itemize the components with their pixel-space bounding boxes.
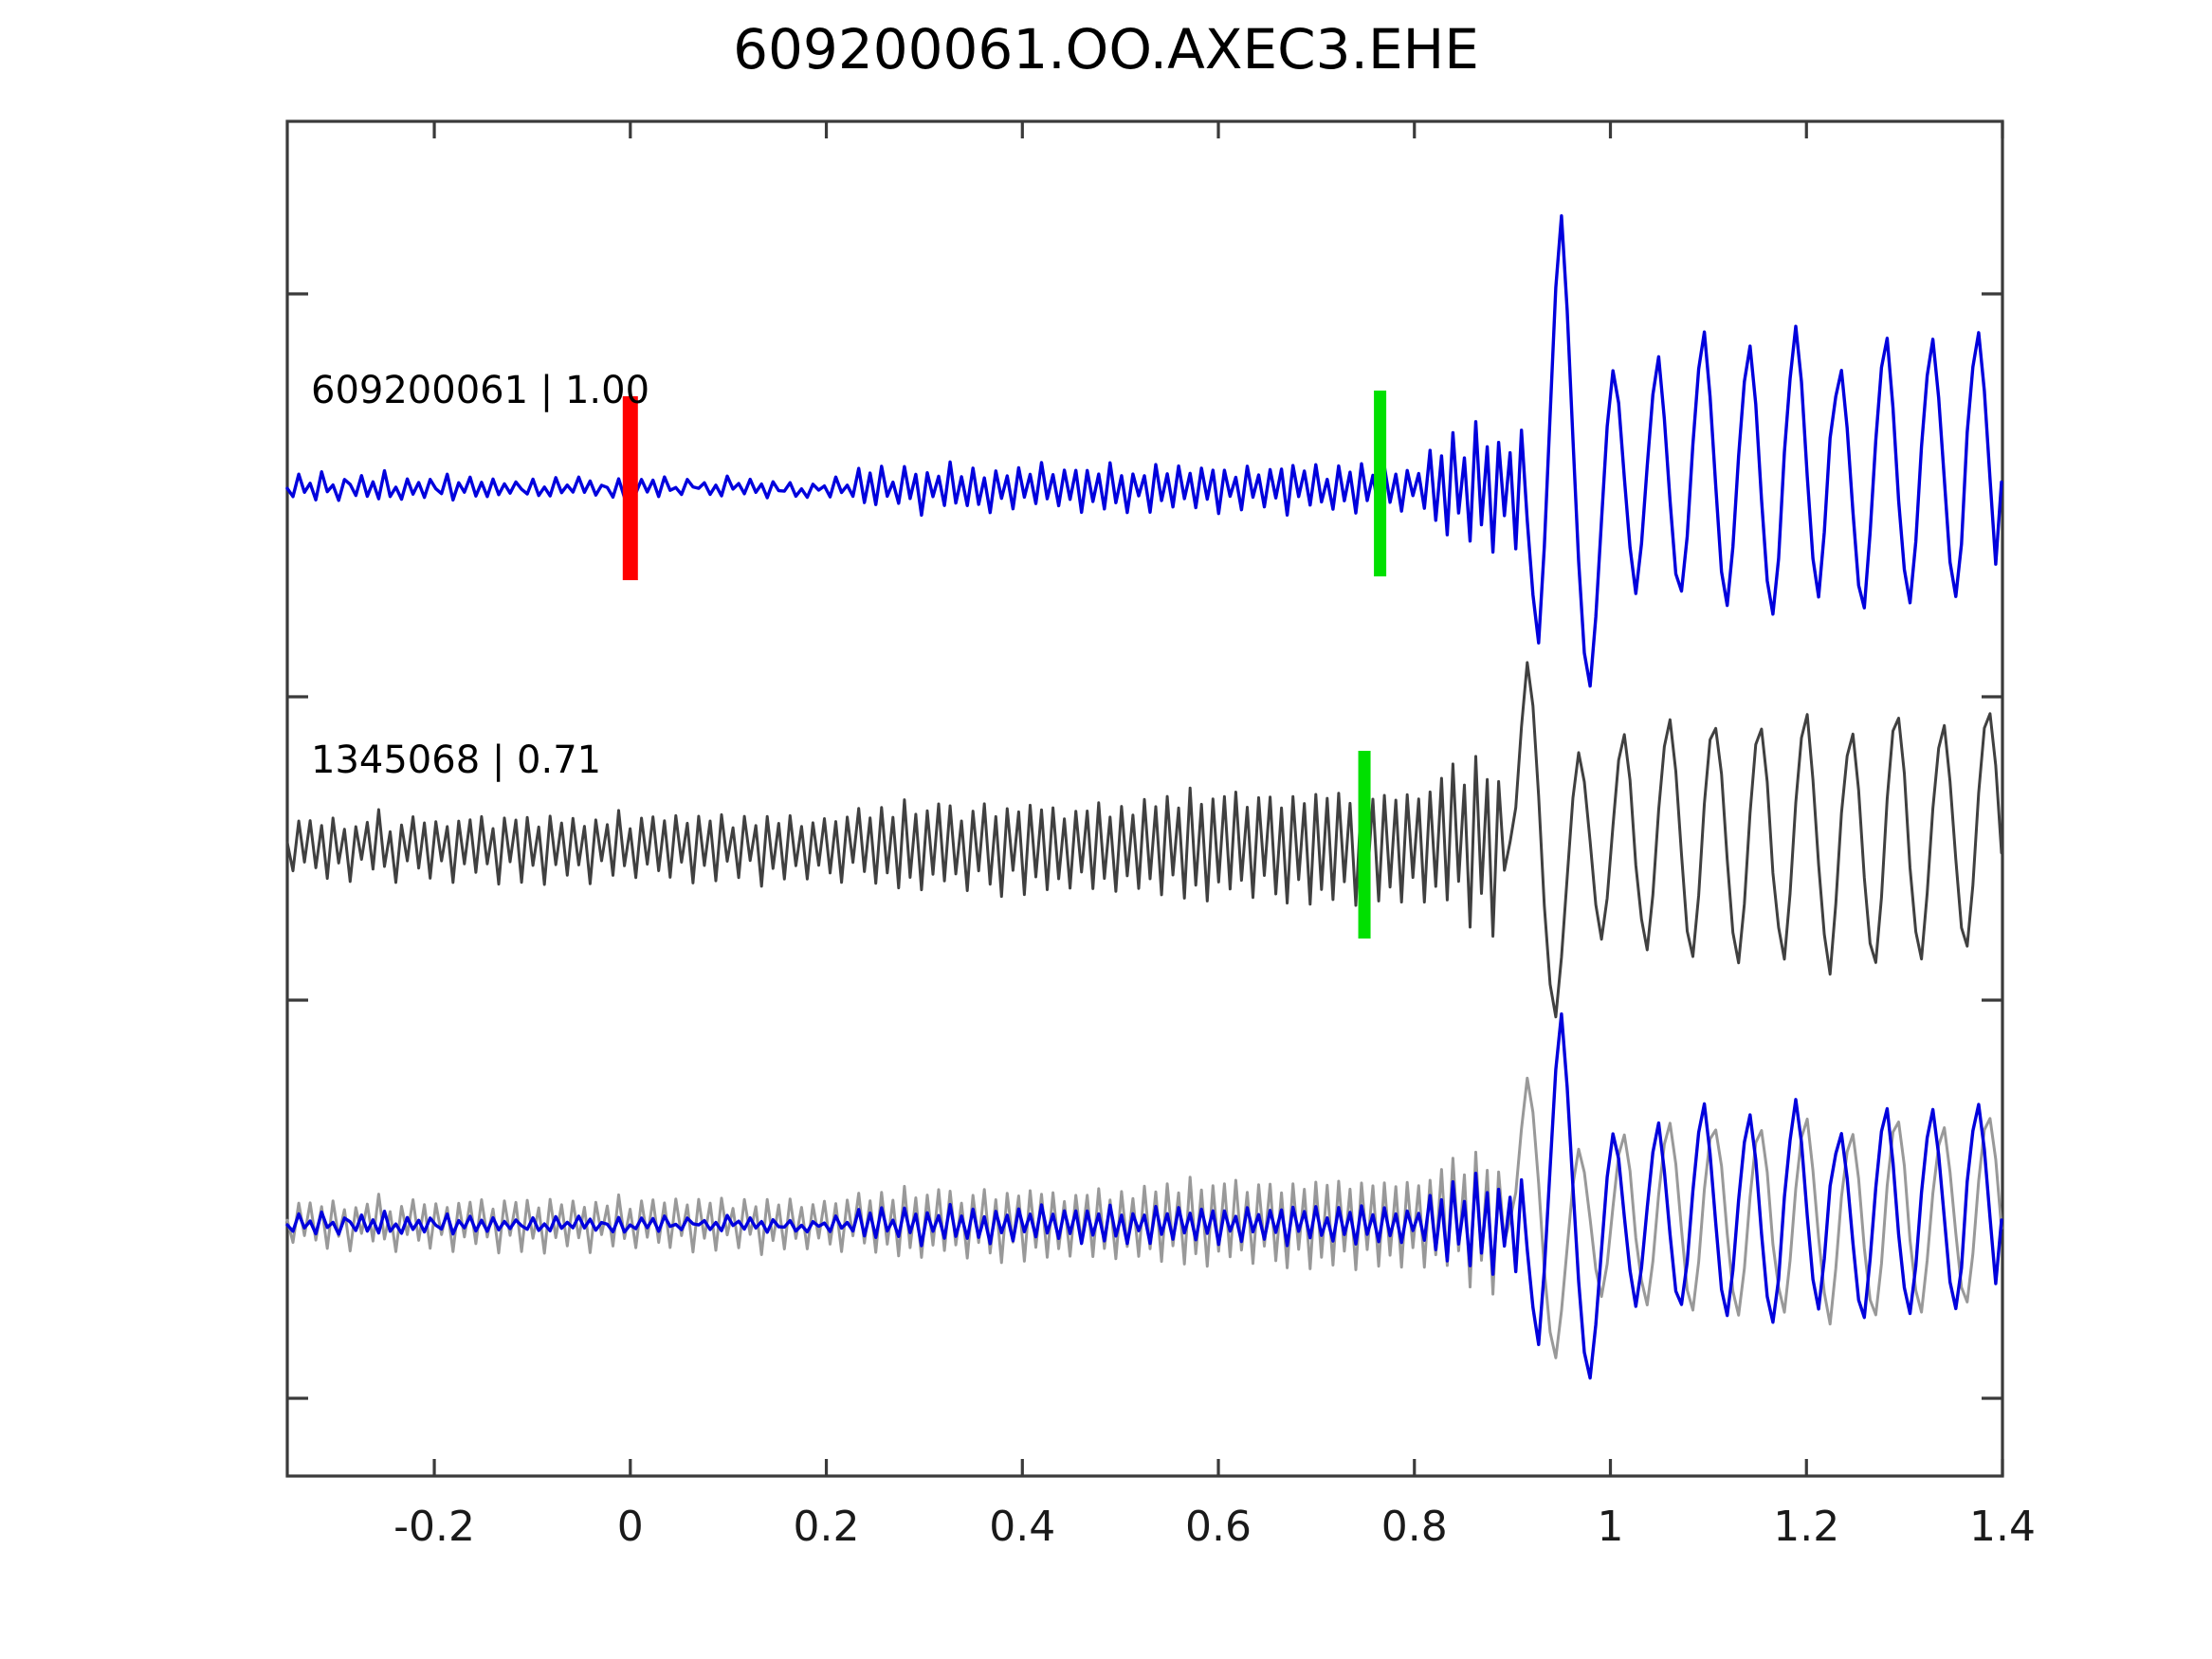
x-tick-label-2: 0.2 [794,1503,860,1551]
page-title: 609200061.OO.AXEC3.EHE [733,17,1479,82]
plot-frame [285,119,2004,1478]
waveform-1345068-overlay [285,1076,2003,1359]
red-pick-marker [622,396,638,580]
x-tick-label-0: -0.2 [393,1503,475,1551]
x-tick-label-8: 1.4 [1969,1503,2036,1551]
x-tick-label-4: 0.6 [1185,1503,1252,1551]
pick-markers [622,391,1387,939]
green-pick-marker-trace1 [1374,391,1387,576]
x-tick-label-5: 0.8 [1381,1503,1448,1551]
x-tick-label-1: 0 [617,1503,644,1551]
trace-label-secondary: 1345068 | 0.71 [311,738,601,782]
waveform-609200061-panel1 [285,214,2003,688]
x-tick-label-3: 0.4 [989,1503,1055,1551]
green-pick-marker-trace2 [1358,751,1371,939]
waveform-609200061-overlay [285,1012,2003,1380]
waveform-1345068-panel2 [285,661,2003,1019]
trace-label-primary: 609200061 | 1.00 [311,369,649,412]
waveform-traces [285,214,2003,1380]
axes-frame [285,119,2004,1478]
x-tick-label-7: 1.2 [1773,1503,1839,1551]
x-tick-label-6: 1 [1598,1503,1624,1551]
x-tick-labels: -0.2 0 0.2 0.4 0.6 0.8 1 1.2 1.4 [393,1503,2036,1551]
